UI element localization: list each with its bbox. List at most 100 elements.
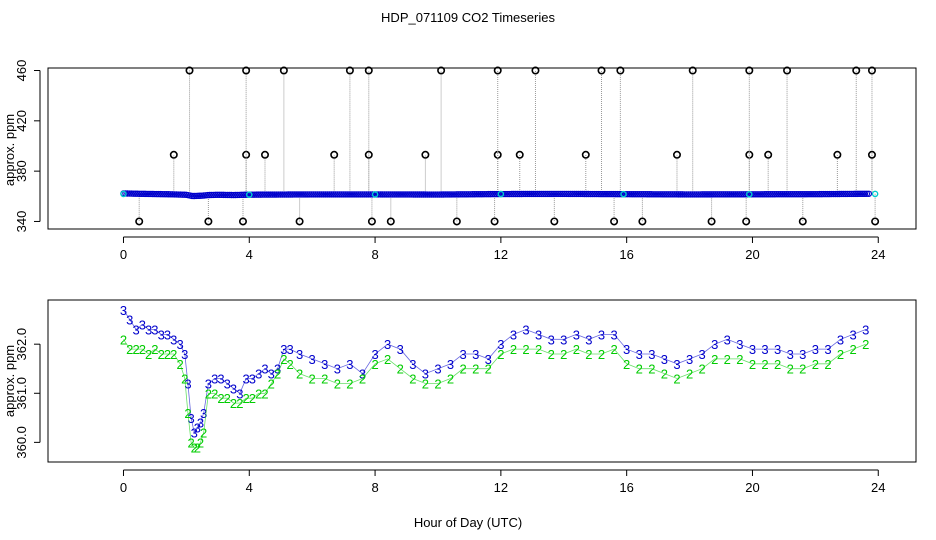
baseline-point <box>606 190 614 198</box>
baseline-point <box>312 191 319 198</box>
baseline-point <box>681 191 688 198</box>
baseline-point <box>608 190 616 198</box>
highlight-point <box>871 190 879 198</box>
baseline-point <box>592 190 600 198</box>
series-2-marker: 2 <box>799 362 806 377</box>
baseline-point <box>359 191 366 198</box>
spike-point <box>493 66 502 75</box>
baseline-point <box>453 191 461 198</box>
baseline-point <box>557 190 565 198</box>
series-3-marker: 3 <box>824 342 831 357</box>
series-3-marker: 3 <box>205 376 212 391</box>
baseline-point <box>671 191 678 198</box>
highlight-point <box>245 191 253 198</box>
series-3-marker: 3 <box>460 347 467 362</box>
series-line-3 <box>123 309 866 434</box>
spike-point <box>493 150 502 159</box>
series-2-marker: 2 <box>837 347 844 362</box>
baseline-point <box>622 190 629 198</box>
series-3-marker: 3 <box>151 322 158 337</box>
bottom-x-axis: 0 4 8 12 16 20 24 <box>120 469 885 495</box>
baseline-point <box>459 191 467 198</box>
baseline-point <box>334 191 341 198</box>
series-3-marker: 3 <box>787 347 794 362</box>
x-tick-label: 12 <box>494 247 508 262</box>
baseline-point <box>479 190 486 198</box>
baseline-point <box>126 190 133 197</box>
baseline-point <box>587 190 594 198</box>
baseline-point <box>465 191 472 198</box>
baseline-point <box>481 190 488 198</box>
series-2-marker: 2 <box>170 347 177 362</box>
series-3-marker: 3 <box>497 337 504 352</box>
series-2-marker: 2 <box>236 396 243 411</box>
baseline-point <box>455 191 463 198</box>
series-2-marker: 2 <box>184 406 191 421</box>
series-3-marker: 3 <box>217 372 224 387</box>
baseline-point <box>143 190 151 198</box>
baseline-point <box>263 191 270 198</box>
baseline-point <box>253 191 261 198</box>
series-2-marker: 2 <box>249 391 256 406</box>
baseline-point <box>806 190 814 198</box>
baseline-point <box>565 190 572 198</box>
baseline-point <box>336 191 343 198</box>
series-3-marker: 3 <box>321 357 328 372</box>
series-3-marker: 3 <box>164 327 171 342</box>
top-x-axis: 0 4 8 12 16 20 24 <box>120 236 885 262</box>
baseline-point <box>222 191 229 199</box>
spike-point <box>745 66 754 75</box>
baseline-point <box>220 191 227 199</box>
baseline-point <box>749 191 757 198</box>
chart-title: HDP_071109 CO2 Timeseries <box>381 10 555 25</box>
series-2-marker: 2 <box>472 362 479 377</box>
baseline-point <box>575 190 582 198</box>
baseline-point <box>390 191 398 198</box>
spike-point <box>452 217 461 226</box>
baseline-point <box>661 191 669 198</box>
series-3-marker: 3 <box>812 342 819 357</box>
series-3-marker: 3 <box>249 372 256 387</box>
baseline-point <box>669 191 676 198</box>
baseline-point <box>461 191 468 198</box>
baseline-point <box>324 191 331 198</box>
series-2-marker: 2 <box>268 376 275 391</box>
baseline-point <box>865 190 873 197</box>
series-2-marker: 2 <box>699 362 706 377</box>
series-2-marker: 2 <box>849 342 856 357</box>
series-2-marker: 2 <box>274 367 281 382</box>
baseline-point <box>500 190 508 198</box>
series-2-marker: 2 <box>309 372 316 387</box>
baseline-point <box>826 190 833 198</box>
baseline-point <box>275 191 282 198</box>
series-2-marker: 2 <box>197 435 204 450</box>
spike-point <box>364 66 373 75</box>
baseline-point <box>532 190 539 198</box>
baseline-point <box>424 191 431 198</box>
baseline-point <box>577 190 584 198</box>
baseline-point <box>347 191 355 198</box>
spike-point <box>638 217 647 226</box>
baseline-point <box>130 190 137 197</box>
series-2-marker: 2 <box>673 372 680 387</box>
bottom-panel: approx. ppm 0 4 8 12 16 20 24 360.0361.0362.0 … <box>2 299 917 495</box>
series-2-marker: 2 <box>255 386 262 401</box>
spike-point <box>871 217 880 226</box>
baseline-point <box>487 190 494 198</box>
baseline-point <box>763 191 771 198</box>
baseline-point <box>624 190 631 198</box>
baseline-point <box>434 191 441 198</box>
series-2-marker: 2 <box>610 342 617 357</box>
baseline-point <box>418 191 425 198</box>
baseline-point <box>137 190 145 198</box>
series-2-marker: 2 <box>422 376 429 391</box>
spike-point <box>852 66 861 75</box>
baseline-point <box>467 191 474 198</box>
baseline-point <box>398 191 406 198</box>
baseline-point <box>149 190 157 198</box>
series-3-marker: 3 <box>346 357 353 372</box>
series-2-marker: 2 <box>200 426 207 441</box>
spike-point <box>783 66 792 75</box>
baseline-point <box>820 190 827 198</box>
